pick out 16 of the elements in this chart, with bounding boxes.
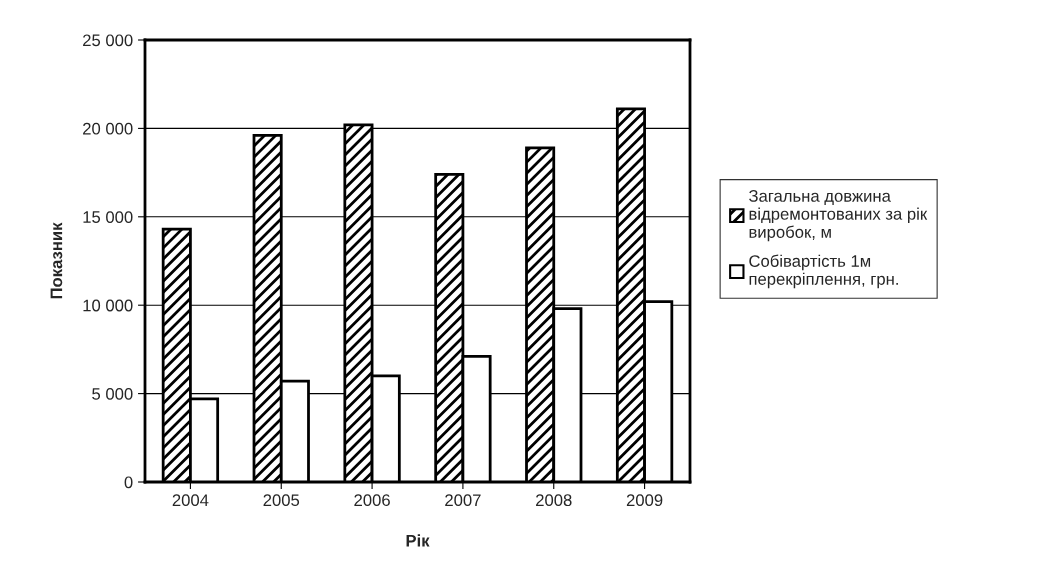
x-tick-label: 2007 <box>445 494 481 507</box>
legend-label: Собівартість 1м перекріплення, грн. <box>749 254 898 289</box>
x-tick-label: 2006 <box>354 494 390 507</box>
y-tick-label: 5 000 <box>92 388 133 400</box>
x-tick-label: 2005 <box>263 494 300 507</box>
y-tick-label: 25 000 <box>83 34 133 47</box>
x-axis-title: Рік <box>406 534 430 547</box>
y-tick-label: 0 <box>124 476 133 489</box>
y-tick-label: 10 000 <box>83 299 133 312</box>
y-axis-title: Показник <box>50 222 63 299</box>
x-tick-label: 2008 <box>536 494 572 507</box>
x-tick-label: 2009 <box>626 494 663 507</box>
legend-label: Загальна довжина відремонтованих за рік виробок, м <box>749 190 928 242</box>
x-tick-label: 2004 <box>172 494 209 507</box>
y-tick-label: 15 000 <box>83 211 133 223</box>
y-tick-label: 20 000 <box>83 122 133 135</box>
